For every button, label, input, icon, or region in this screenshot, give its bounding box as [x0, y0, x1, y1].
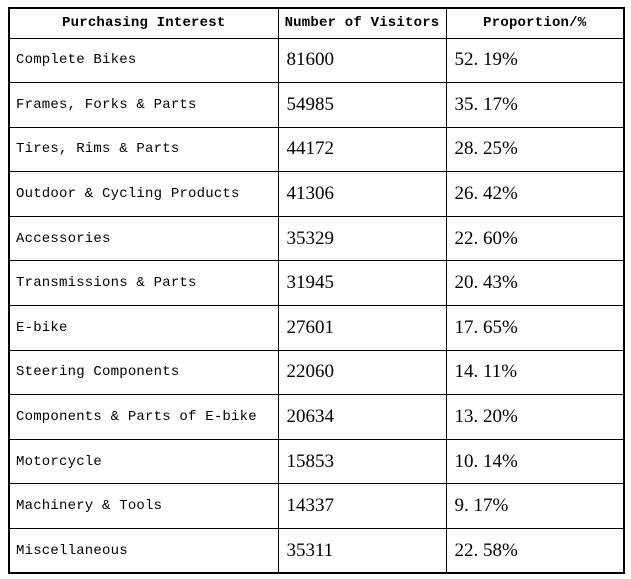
table-row: E-bike 27601 17. 65%	[8, 305, 625, 351]
visitors-cell: 31945	[277, 260, 447, 307]
visitors-cell: 22060	[277, 349, 447, 396]
proportion-cell: 22. 58%	[445, 528, 625, 574]
proportion-cell: 17. 65%	[445, 305, 625, 351]
visitors-cell: 81600	[277, 37, 447, 84]
column-header-proportion: Proportion/%	[445, 7, 625, 39]
interest-cell: Miscellaneous	[8, 528, 279, 574]
header-row: Purchasing Interest Number of Visitors P…	[8, 7, 625, 39]
visitors-cell: 54985	[277, 82, 447, 128]
proportion-cell: 22. 60%	[445, 215, 625, 262]
proportion-cell: 14. 11%	[445, 349, 625, 396]
visitors-cell: 20634	[277, 394, 447, 440]
interest-cell: Machinery & Tools	[8, 483, 279, 530]
column-header-number-of-visitors: Number of Visitors	[277, 7, 447, 39]
proportion-cell: 35. 17%	[445, 82, 625, 128]
interest-cell: Components & Parts of E-bike	[8, 394, 279, 440]
visitors-cell: 35329	[277, 215, 447, 262]
interest-cell: Motorcycle	[8, 438, 279, 485]
proportion-cell: 13. 20%	[445, 394, 625, 440]
table-row: Transmissions & Parts 31945 20. 43%	[8, 260, 625, 307]
table-row: Components & Parts of E-bike 20634 13. 2…	[8, 394, 625, 440]
table-row: Steering Components 22060 14. 11%	[8, 349, 625, 396]
table-row: Accessories 35329 22. 60%	[8, 215, 625, 262]
table-row: Machinery & Tools 14337 9. 17%	[8, 483, 625, 530]
proportion-cell: 10. 14%	[445, 438, 625, 485]
interest-cell: E-bike	[8, 305, 279, 351]
table-row: Outdoor & Cycling Products 41306 26. 42%	[8, 171, 625, 217]
visitors-cell: 44172	[277, 126, 447, 173]
interest-cell: Outdoor & Cycling Products	[8, 171, 279, 217]
interest-cell: Transmissions & Parts	[8, 260, 279, 307]
visitors-cell: 14337	[277, 483, 447, 530]
table-row: Tires, Rims & Parts 44172 28. 25%	[8, 126, 625, 173]
interest-cell: Steering Components	[8, 349, 279, 396]
table-row: Miscellaneous 35311 22. 58%	[8, 528, 625, 574]
table-row: Complete Bikes 81600 52. 19%	[8, 37, 625, 84]
interest-cell: Complete Bikes	[8, 37, 279, 84]
purchasing-interest-table: Purchasing Interest Number of Visitors P…	[8, 7, 625, 575]
proportion-cell: 20. 43%	[445, 260, 625, 307]
visitors-cell: 27601	[277, 305, 447, 351]
column-header-purchasing-interest: Purchasing Interest	[8, 7, 279, 39]
proportion-cell: 28. 25%	[445, 126, 625, 173]
interest-cell: Accessories	[8, 215, 279, 262]
interest-cell: Frames, Forks & Parts	[8, 82, 279, 128]
table-row: Frames, Forks & Parts 54985 35. 17%	[8, 82, 625, 128]
interest-cell: Tires, Rims & Parts	[8, 126, 279, 173]
visitors-cell: 41306	[277, 171, 447, 217]
table-row: Motorcycle 15853 10. 14%	[8, 438, 625, 485]
proportion-cell: 9. 17%	[445, 483, 625, 530]
proportion-cell: 52. 19%	[445, 37, 625, 84]
proportion-cell: 26. 42%	[445, 171, 625, 217]
visitors-cell: 15853	[277, 438, 447, 485]
visitors-cell: 35311	[277, 528, 447, 574]
